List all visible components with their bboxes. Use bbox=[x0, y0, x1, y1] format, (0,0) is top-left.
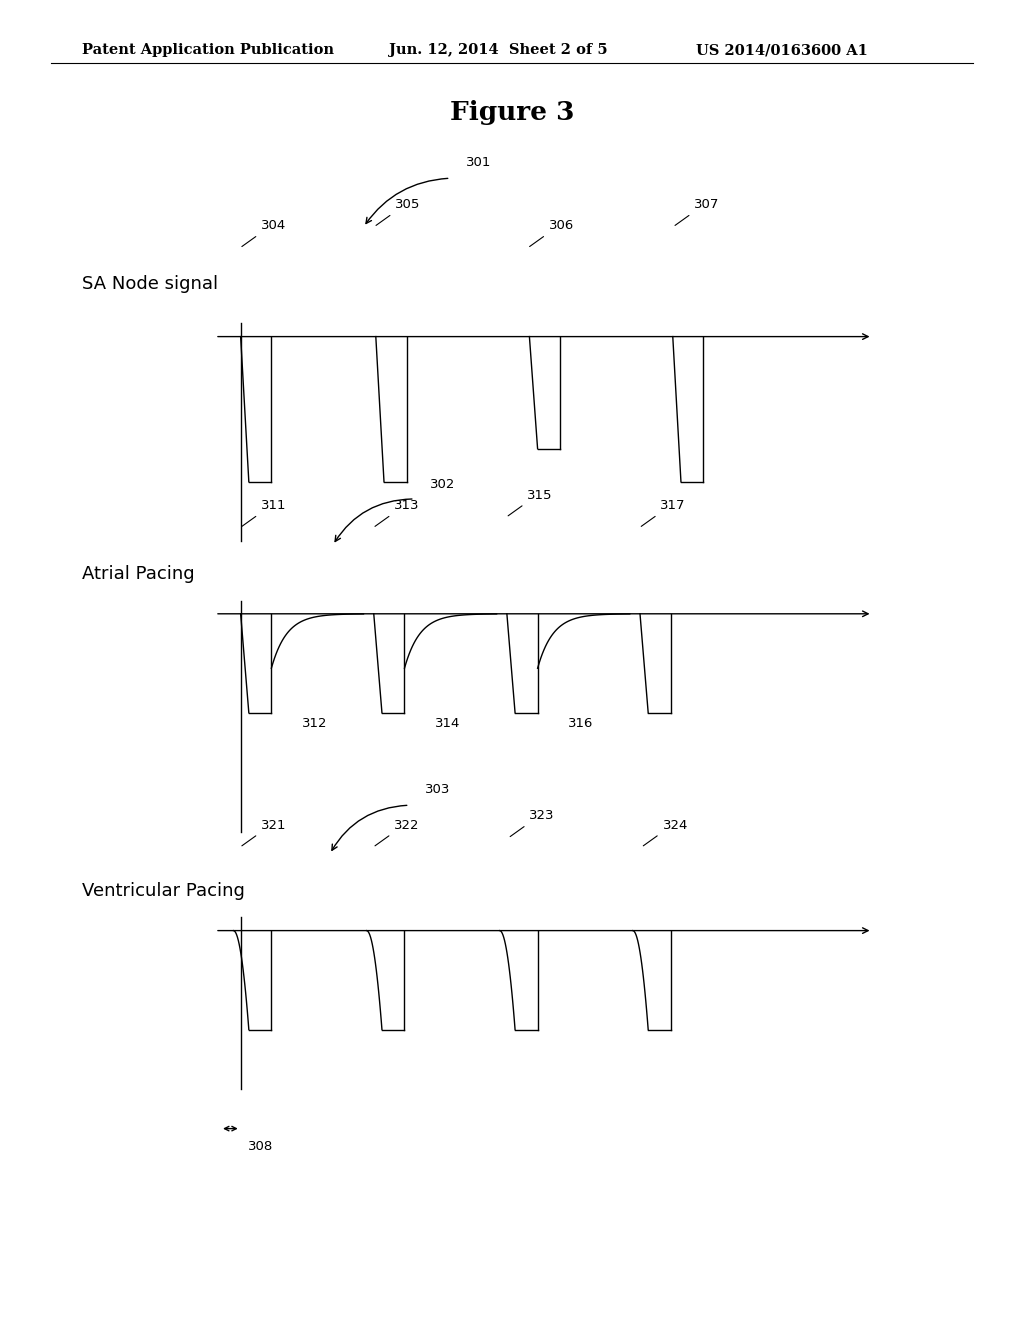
Text: Atrial Pacing: Atrial Pacing bbox=[82, 565, 195, 583]
Text: 323: 323 bbox=[529, 809, 555, 822]
Text: SA Node signal: SA Node signal bbox=[82, 275, 218, 293]
Text: 304: 304 bbox=[261, 219, 287, 232]
Text: 321: 321 bbox=[261, 818, 287, 832]
Text: 312: 312 bbox=[302, 717, 328, 730]
Text: 302: 302 bbox=[430, 478, 456, 491]
Text: Ventricular Pacing: Ventricular Pacing bbox=[82, 882, 245, 900]
Text: 311: 311 bbox=[261, 499, 287, 512]
Text: 316: 316 bbox=[568, 717, 594, 730]
Text: Figure 3: Figure 3 bbox=[450, 100, 574, 124]
Text: 305: 305 bbox=[395, 198, 421, 211]
Text: 301: 301 bbox=[466, 156, 492, 169]
Text: Patent Application Publication: Patent Application Publication bbox=[82, 44, 334, 57]
Text: 315: 315 bbox=[527, 488, 553, 502]
Text: 303: 303 bbox=[425, 783, 451, 796]
Text: 317: 317 bbox=[660, 499, 686, 512]
Text: 313: 313 bbox=[394, 499, 420, 512]
Text: US 2014/0163600 A1: US 2014/0163600 A1 bbox=[696, 44, 868, 57]
Text: 307: 307 bbox=[694, 198, 720, 211]
Text: 306: 306 bbox=[549, 219, 574, 232]
Text: 314: 314 bbox=[435, 717, 461, 730]
Text: 322: 322 bbox=[394, 818, 420, 832]
Text: 308: 308 bbox=[248, 1140, 273, 1154]
Text: 324: 324 bbox=[663, 818, 688, 832]
Text: Jun. 12, 2014  Sheet 2 of 5: Jun. 12, 2014 Sheet 2 of 5 bbox=[389, 44, 608, 57]
